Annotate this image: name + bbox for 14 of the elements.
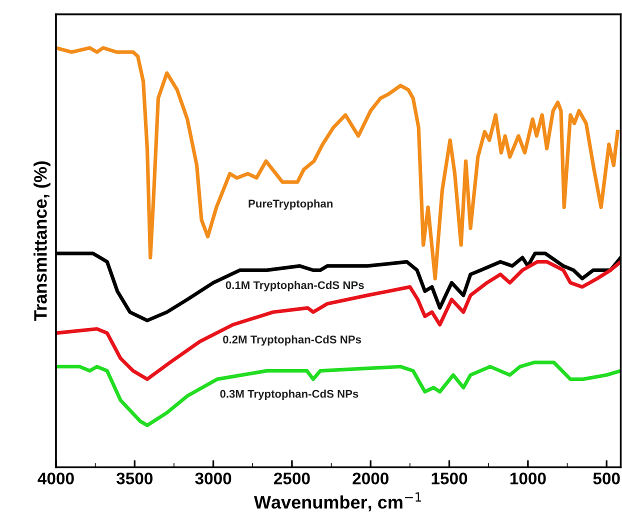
text: PureTryptophan xyxy=(248,199,333,210)
x-tick-label: 1500 xyxy=(432,472,468,484)
x-axis-title: Wavenumber, cm$^{−1}$ xyxy=(254,492,422,512)
series-label: 0.3M Tryptophan-CdS NPs xyxy=(220,390,358,400)
x-tick-label: 1000 xyxy=(510,472,546,484)
series-label: 0.2M Tryptophan-CdS NPs xyxy=(223,335,362,346)
x-tick-label: 500 xyxy=(593,472,620,484)
x-tick-label: 2500 xyxy=(274,472,310,484)
x-tick-label: 4000 xyxy=(38,472,74,484)
y-axis-title: Transmittance, (%) xyxy=(34,161,50,321)
series-label: 0.1M Tryptophan-CdS NPs xyxy=(226,280,364,292)
x-tick-label: 2000 xyxy=(352,472,388,484)
x-tick-label: 3500 xyxy=(116,472,152,484)
x-tick-label: 3000 xyxy=(195,472,232,484)
